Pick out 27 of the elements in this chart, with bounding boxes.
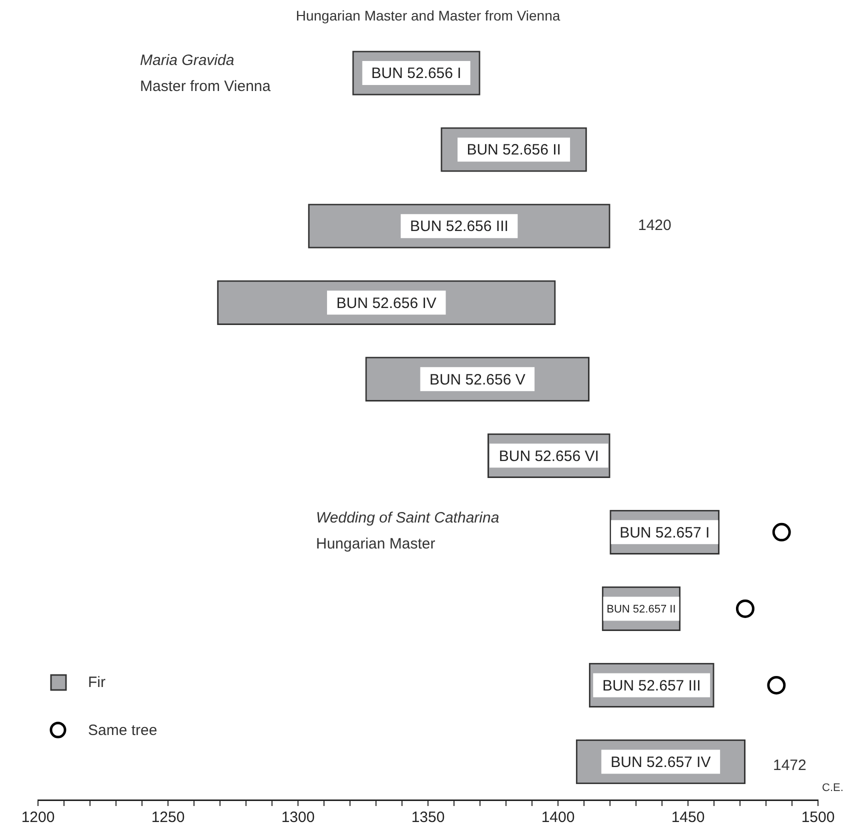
annotation: Hungarian Master (316, 535, 436, 552)
y-tick-label: BUN 52.656 V (429, 371, 526, 388)
annotation: 1420 (638, 217, 672, 234)
y-tick-label: BUN 52.656 I (371, 65, 462, 82)
x-tick-label: 1400 (541, 809, 575, 826)
x-tick-label: 1500 (801, 809, 835, 826)
y-tick-label: BUN 52.656 IV (336, 294, 436, 312)
x-tick-label: 1250 (151, 809, 185, 826)
y-tick-label: BUN 52.657 III (602, 677, 701, 694)
x-tick-label: 1350 (411, 809, 445, 826)
legend-label: Same tree (88, 722, 158, 740)
x-tick-label: 1300 (281, 809, 315, 826)
annotation: Master from Vienna (140, 78, 272, 96)
x-axis-title: C.E. (822, 782, 844, 794)
legend-label: Fir (88, 674, 106, 692)
annotation: Maria Gravida (140, 52, 234, 70)
chart-title: Hungarian Master and Master from Vienna (296, 7, 560, 24)
y-tick-label: BUN 52.656 III (410, 218, 508, 236)
y-tick-label: BUN 52.656 VI (498, 448, 599, 465)
y-tick-label: BUN 52.657 I (620, 524, 710, 542)
y-tick-label: BUN 52.657 IV (610, 754, 711, 771)
y-tick-label: BUN 52.656 II (466, 142, 561, 159)
annotation: Wedding of Saint Catharina (316, 509, 500, 526)
x-tick-label: 1450 (671, 809, 705, 826)
y-tick-label: BUN 52.657 II (606, 604, 676, 616)
annotation: 1472 (773, 756, 806, 774)
x-tick-label: 1200 (21, 809, 55, 826)
